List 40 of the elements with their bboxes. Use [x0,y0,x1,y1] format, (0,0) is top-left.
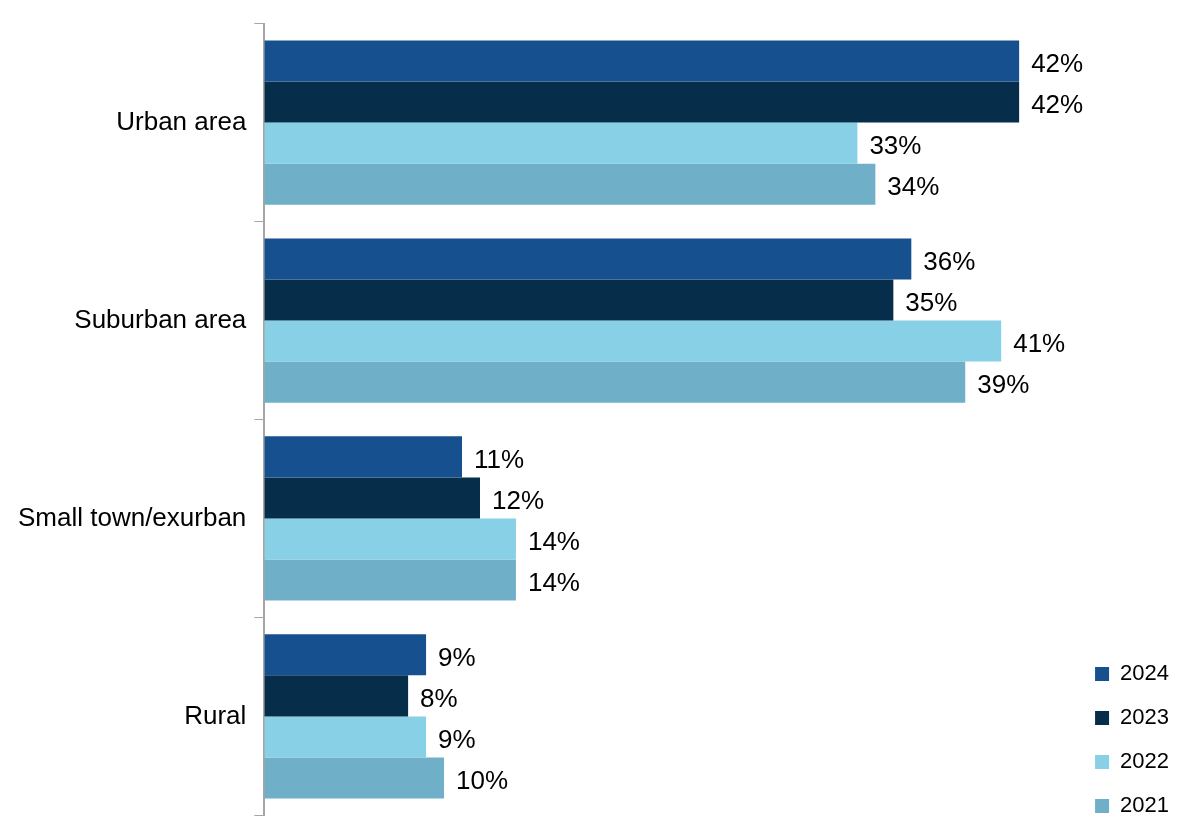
bar [264,757,445,799]
data-label: 14% [527,567,580,598]
data-label: 36% [923,246,976,277]
y-tick-label: Rural [184,699,247,730]
data-label: 9% [438,724,476,755]
bar [264,634,427,676]
data-label: 35% [905,287,958,318]
bar [264,436,463,478]
bar [264,361,966,403]
y-tick-label: Urban area [116,105,247,136]
data-label: 9% [438,641,476,672]
data-label: 34% [887,171,940,202]
bar [264,81,1020,123]
data-label: 14% [527,526,580,557]
bar [264,320,1002,362]
legend-label: 2022 [1120,748,1170,774]
bar [264,716,427,758]
bar [264,279,894,321]
data-label: 8% [420,683,458,714]
data-label: 41% [1013,328,1066,359]
legend-label: 2024 [1120,660,1170,686]
data-label: 10% [456,765,509,796]
bar [264,518,516,560]
y-tick-label: Small town/exurban [17,501,247,532]
data-label: 33% [869,130,922,161]
legend-label: 2021 [1120,792,1170,818]
bar [264,122,858,164]
data-label: 39% [977,369,1030,400]
bar [264,163,876,205]
bar [264,40,1020,82]
bar [264,477,480,519]
bar [264,675,409,717]
data-label: 11% [474,444,525,475]
legend-label: 2023 [1120,704,1170,730]
data-label: 12% [492,485,545,516]
bar [264,559,516,601]
data-label: 42% [1031,48,1084,79]
y-tick-label: Suburban area [74,303,247,334]
data-label: 42% [1031,89,1084,120]
bar [264,238,912,280]
